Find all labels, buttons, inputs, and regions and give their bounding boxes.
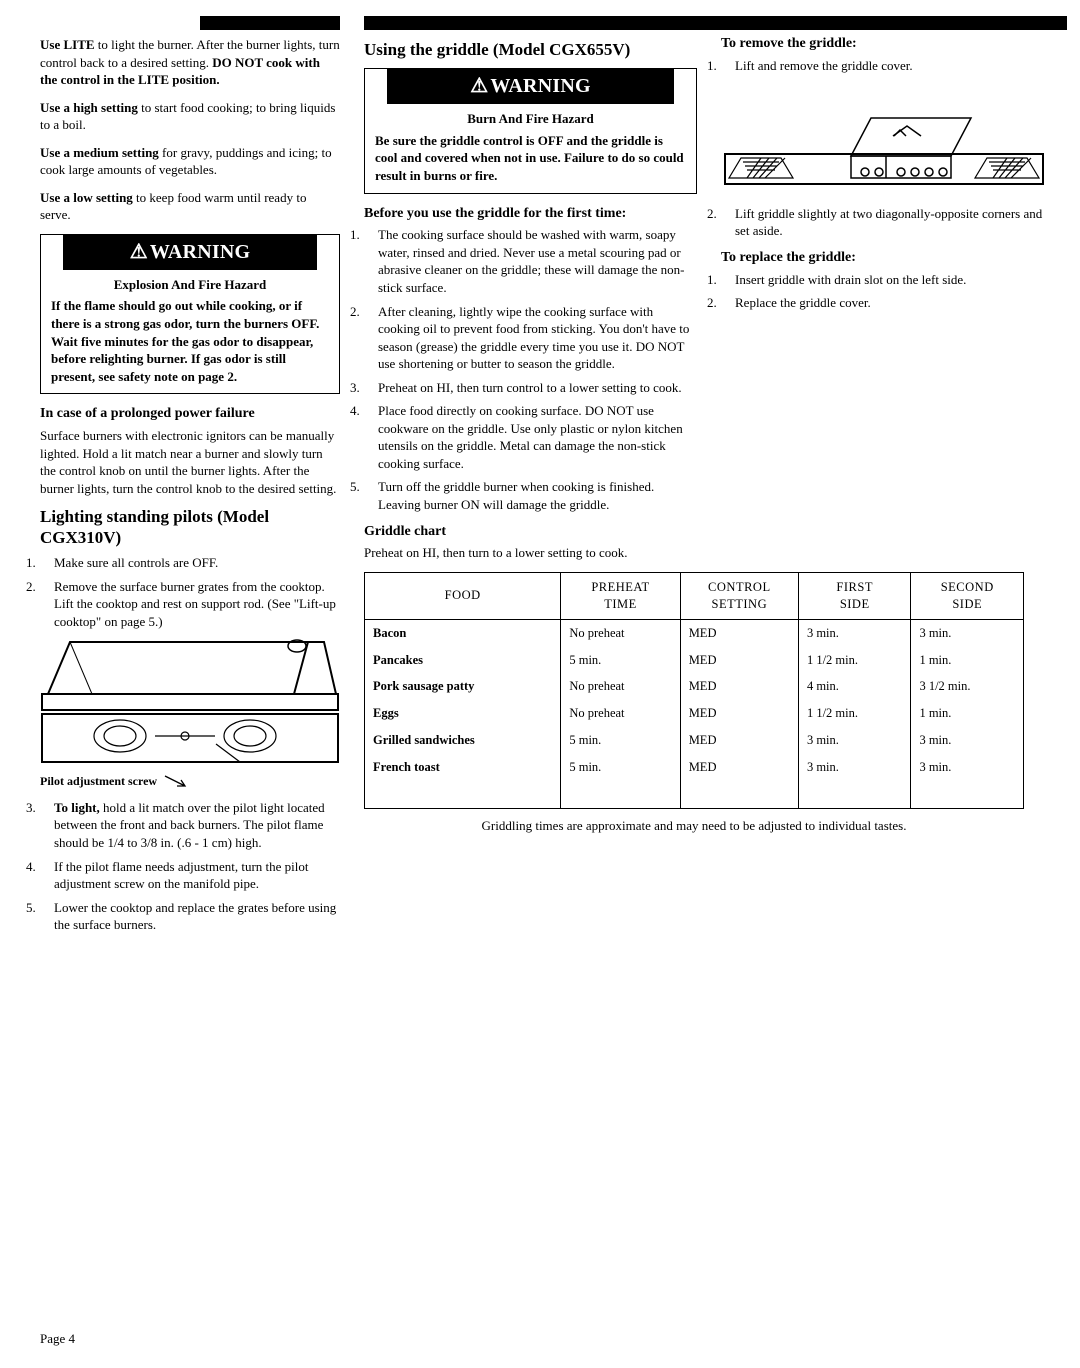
fig-caption: Pilot adjustment screw [40, 773, 340, 789]
warning-bar: WARNING [63, 235, 317, 270]
warning-title: Explosion And Fire Hazard [51, 276, 329, 294]
prolonged-power-heading: In case of a prolonged power failure [40, 406, 340, 423]
warning-body-text: Be sure the griddle control is OFF and t… [375, 133, 684, 183]
warning-title: Burn And Fire Hazard [375, 110, 686, 128]
cooktop-figure [40, 636, 340, 771]
prolonged-power-body: Surface burners with electronic ignitors… [40, 427, 340, 497]
decorative-bar [364, 16, 1067, 30]
decorative-bar [200, 16, 340, 30]
paragraph: Use LITE to light the burner. After the … [40, 36, 340, 89]
griddle-figure [721, 80, 1047, 195]
griddle-chart-heading: Griddle chart [364, 524, 697, 541]
warning-box-burn: WARNING Burn And Fire Hazard Be sure the… [364, 68, 697, 193]
remove-steps-pre: 1.Lift and remove the griddle cover. [721, 57, 1047, 75]
lighting-steps-post: 3.To light, hold a lit match over the pi… [40, 799, 340, 934]
before-first-use-steps: 1.The cooking surface should be washed w… [364, 226, 697, 513]
paragraph: Use a low setting to keep food warm unti… [40, 189, 340, 224]
lighting-heading: Lighting standing pilots (Model CGX310V) [40, 507, 340, 548]
warning-bar: WARNING [387, 69, 674, 104]
remove-steps-post: 2.Lift griddle slightly at two diagonall… [721, 205, 1047, 240]
before-first-use-heading: Before you use the griddle for the first… [364, 206, 697, 223]
page-number: Page 4 [40, 1330, 75, 1348]
warning-box-explosion: WARNING Explosion And Fire Hazard If the… [40, 234, 340, 394]
replace-griddle-heading: To replace the griddle: [721, 250, 1047, 267]
paragraph: Use a high setting to start food cooking… [40, 99, 340, 134]
griddle-chart-intro: Preheat on HI, then turn to a lower sett… [364, 544, 697, 562]
remove-griddle-heading: To remove the griddle: [721, 36, 1047, 53]
warning-body-text: If the flame should go out while cooking… [51, 298, 319, 383]
replace-steps: 1.Insert griddle with drain slot on the … [721, 271, 1047, 312]
paragraph: Use a medium setting for gravy, puddings… [40, 144, 340, 179]
lighting-steps-pre: 1.Make sure all controls are OFF. 2.Remo… [40, 554, 340, 630]
griddle-heading: Using the griddle (Model CGX655V) [364, 40, 697, 60]
